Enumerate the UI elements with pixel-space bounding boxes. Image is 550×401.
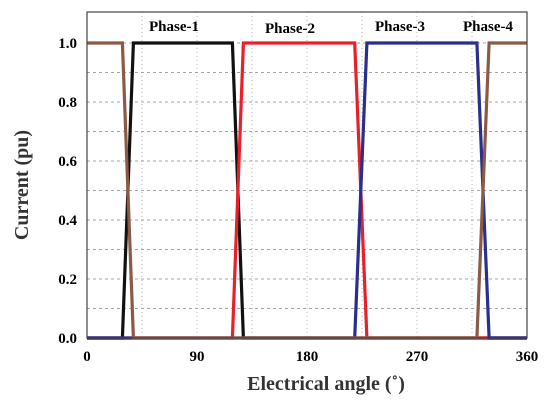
x-tick-label: 360 [516, 349, 539, 365]
x-tick-label: 270 [406, 349, 429, 365]
grid-lines [87, 12, 527, 338]
y-tick-label: 0.0 [58, 331, 77, 347]
phase-labels: Phase-1 Phase-2 Phase-3 Phase-4 [149, 19, 513, 37]
phase-label-4: Phase-4 [463, 19, 513, 35]
x-tick-label: 0 [83, 349, 91, 365]
y-tick-label: 1.0 [58, 36, 77, 52]
y-tick-label: 0.6 [58, 154, 77, 170]
tick-labels: 0 90 180 270 360 0.0 0.2 0.4 0.6 0.8 1.0 [58, 36, 538, 365]
phase-label-2: Phase-2 [265, 21, 315, 37]
y-tick-label: 0.4 [58, 213, 77, 229]
phase-label-3: Phase-3 [375, 19, 425, 35]
x-tick-label: 90 [190, 349, 205, 365]
x-axis-title: Electrical angle (˚) [247, 373, 405, 395]
y-tick-label: 0.8 [58, 95, 77, 111]
plot-frame [86, 11, 528, 339]
x-tick-label: 180 [296, 349, 319, 365]
y-tick-label: 0.2 [58, 272, 77, 288]
phase-label-1: Phase-1 [149, 19, 199, 35]
y-axis-title: Current (pu) [11, 130, 33, 240]
